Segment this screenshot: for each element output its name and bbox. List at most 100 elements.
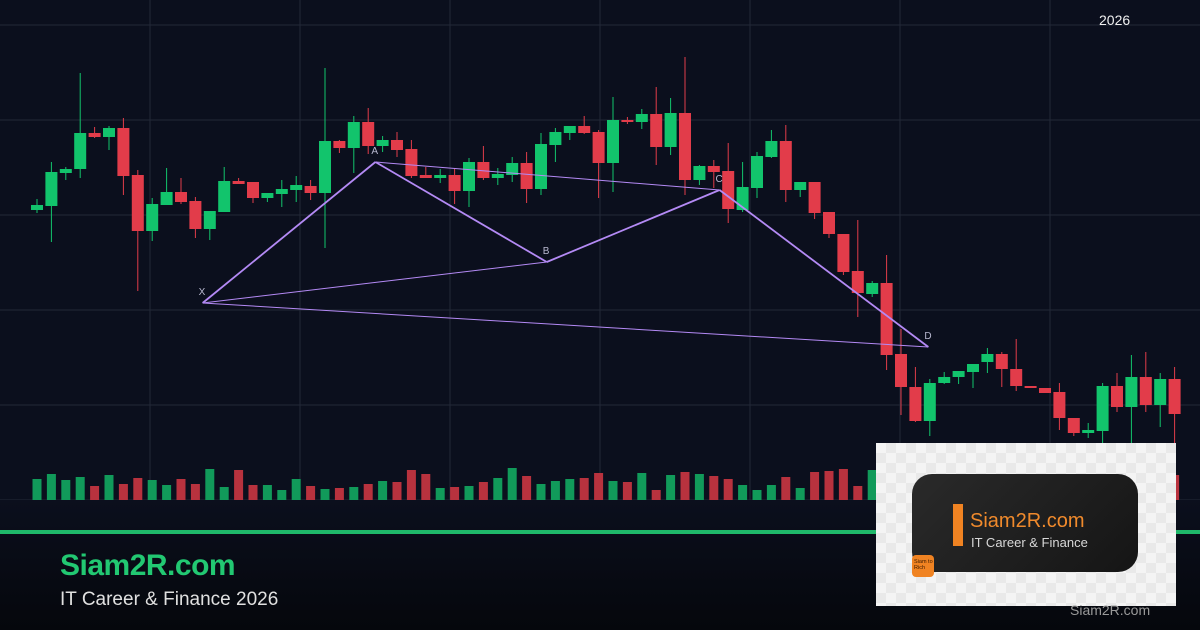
volume-bar <box>450 487 460 500</box>
candle-body <box>405 149 418 176</box>
volume-bar <box>133 478 143 500</box>
candle <box>607 97 619 192</box>
candle-body <box>175 192 187 202</box>
candle <box>578 116 591 134</box>
candle <box>218 167 231 212</box>
candle <box>506 157 519 182</box>
candle <box>103 126 115 150</box>
candle <box>650 87 663 165</box>
candle-body <box>448 175 461 191</box>
pattern-guide <box>202 261 547 304</box>
volume-bar <box>666 475 676 500</box>
candle-body <box>664 113 677 147</box>
candle-body <box>650 114 663 147</box>
candle <box>463 158 475 207</box>
candle <box>448 168 461 204</box>
candle-body <box>794 182 807 190</box>
volume-bar <box>579 478 589 500</box>
candle-body <box>549 132 562 145</box>
volume-bar <box>853 486 863 500</box>
candle <box>175 178 187 204</box>
volume-bar <box>493 478 503 500</box>
candle-body <box>866 283 879 294</box>
candle <box>1168 367 1181 457</box>
candle-body <box>477 162 490 178</box>
candle-body <box>707 166 720 172</box>
volume-bar <box>752 490 762 500</box>
candle <box>722 143 735 223</box>
candle <box>1010 339 1023 391</box>
candle-body <box>981 354 994 362</box>
volume-bar <box>46 474 56 500</box>
volume-bar <box>824 471 834 500</box>
candle-body <box>376 140 389 146</box>
candle <box>319 68 331 248</box>
candle-body <box>333 141 346 148</box>
candle <box>707 160 720 188</box>
candle-body <box>851 271 864 293</box>
candle-body <box>520 163 533 189</box>
pattern-leg <box>719 189 929 348</box>
candle-body <box>909 387 922 421</box>
volume-bar <box>651 490 661 500</box>
candle-body <box>1154 379 1167 405</box>
candle-body <box>823 212 835 234</box>
candle-body <box>1053 392 1066 418</box>
pattern-label: X <box>199 287 206 298</box>
candle <box>1111 373 1123 412</box>
logo-bar-icon <box>953 504 963 546</box>
candle-body <box>103 128 115 137</box>
pattern-guide <box>202 302 929 348</box>
candle <box>549 128 562 162</box>
logo-title: Siam2R.com <box>970 510 1085 532</box>
candle-body <box>59 169 72 173</box>
grid <box>0 0 1200 501</box>
candle <box>1096 383 1109 443</box>
volume-bar <box>694 474 704 500</box>
candle <box>880 255 893 370</box>
candle <box>290 176 303 202</box>
volume-bar <box>550 481 560 500</box>
candle-body <box>247 182 259 198</box>
volume-bar <box>61 480 71 500</box>
candle <box>405 140 418 178</box>
candle-body <box>232 181 245 184</box>
pattern-label: D <box>924 331 931 342</box>
candle <box>520 152 533 203</box>
candle-body <box>995 354 1008 369</box>
candle-body <box>463 162 475 191</box>
volume-bar <box>162 485 172 500</box>
candle-body <box>1039 388 1051 393</box>
candle-body <box>923 383 936 421</box>
candle-body <box>722 171 735 209</box>
volume-bar <box>320 489 330 500</box>
candle-body <box>621 120 634 122</box>
candle <box>923 379 936 436</box>
volume-bar <box>421 474 431 500</box>
candle <box>1154 373 1167 427</box>
candle-body <box>304 186 317 193</box>
candle-body <box>275 189 288 194</box>
candle <box>1139 352 1152 412</box>
volume-bar <box>838 469 848 500</box>
candle-body <box>837 234 850 272</box>
logo-subtitle: IT Career & Finance <box>971 535 1088 550</box>
candle-body <box>967 364 979 372</box>
volume-bar <box>392 482 402 500</box>
logo-card: Siam2R.com IT Career & Finance <box>912 474 1138 572</box>
candle <box>751 152 763 198</box>
watermark: Siam2R.com <box>1070 602 1151 618</box>
candle <box>1067 418 1080 436</box>
volume-bar <box>680 472 690 500</box>
candle <box>592 130 605 198</box>
candle <box>189 197 202 238</box>
candle <box>938 372 951 384</box>
candle <box>131 170 144 291</box>
candle-body <box>679 113 691 180</box>
volume-bar <box>709 476 719 500</box>
volume-bar <box>594 473 604 500</box>
volume-bar <box>464 486 474 500</box>
logo-image: Siam2R.com IT Career & Finance Siam to R… <box>876 443 1176 606</box>
volume-bar <box>349 487 359 500</box>
pattern-label: C <box>716 174 723 185</box>
